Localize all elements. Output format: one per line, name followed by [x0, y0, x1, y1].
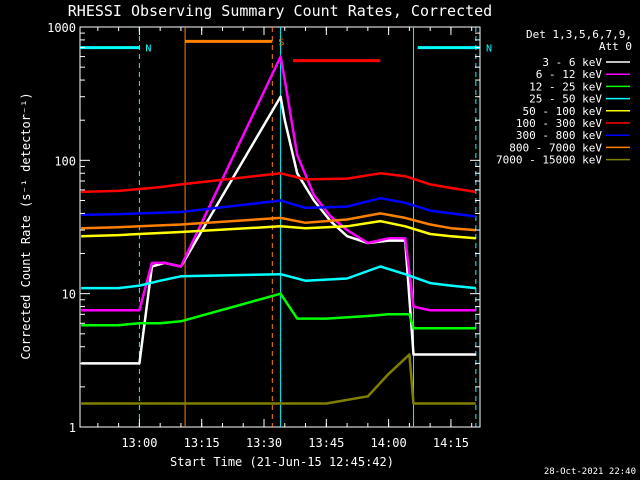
- x-axis-label: Start Time (21-Jun-15 12:45:42): [170, 455, 394, 469]
- y-tick-label: 1: [69, 421, 76, 435]
- legend-label-50-100-kev: 50 - 100 keV: [523, 105, 603, 118]
- y-tick-label: 100: [54, 154, 76, 168]
- legend-label-100-300-kev: 100 - 300 keV: [516, 117, 602, 130]
- plot-frame: [79, 26, 481, 428]
- y-tick-label: 10: [62, 288, 76, 302]
- x-tick-label: 13:30: [246, 436, 282, 450]
- legend-label-300-800-kev: 300 - 800 keV: [516, 129, 602, 142]
- flag-label-n: N: [486, 44, 492, 55]
- series-line-7000-15000-kev: [81, 353, 476, 405]
- x-tick-label: 13:00: [121, 436, 157, 450]
- axis-ticks: 13:00 13:15 13:30 13:45 14:00 14:15 1 10 100 1000: [47, 21, 480, 450]
- series-line-100-300-kev: [81, 172, 476, 194]
- legend-label-800-7000-kev: 800 - 7000 keV: [509, 141, 602, 154]
- series-line-25-50-kev: [81, 265, 476, 290]
- flag-bars: N NS: [80, 37, 492, 63]
- series-line-800-7000-kev: [81, 212, 476, 232]
- x-tick-label: 13:45: [308, 436, 344, 450]
- y-axis-label: Corrected Count Rate (s⁻¹ detector⁻¹): [19, 92, 33, 359]
- legend-label-12-25-kev: 12 - 25 keV: [529, 80, 602, 93]
- legend-header-detectors: Det 1,3,5,6,7,9,: [526, 28, 632, 41]
- legend-label-3-6-kev: 3 - 6 keV: [542, 56, 602, 69]
- series-line-50-100-kev: [81, 219, 476, 240]
- chart-title: RHESSI Observing Summary Count Rates, Co…: [68, 2, 492, 20]
- series-line-6-12-kev: [81, 55, 476, 312]
- x-tick-label: 14:00: [371, 436, 407, 450]
- legend-label-25-50-kev: 25 - 50 keV: [529, 93, 602, 106]
- x-tick-label: 14:15: [433, 436, 469, 450]
- flag-label-n: N: [145, 44, 151, 55]
- legend-label-6-12-kev: 6 - 12 keV: [536, 68, 603, 81]
- timestamp: 28-Oct-2021 22:40: [544, 467, 636, 477]
- x-tick-label: 13:15: [184, 436, 220, 450]
- series-line-3-6-kev: [81, 95, 476, 365]
- series-lines: [81, 55, 476, 405]
- legend-label-7000-15000-kev: 7000 - 15000 keV: [496, 154, 602, 167]
- flag-label-s: S: [278, 37, 284, 48]
- legend-header-attenuator: Att 0: [599, 40, 632, 53]
- y-tick-label: 1000: [47, 21, 76, 35]
- series-line-300-800-kev: [81, 196, 476, 218]
- series-line-12-25-kev: [81, 292, 476, 330]
